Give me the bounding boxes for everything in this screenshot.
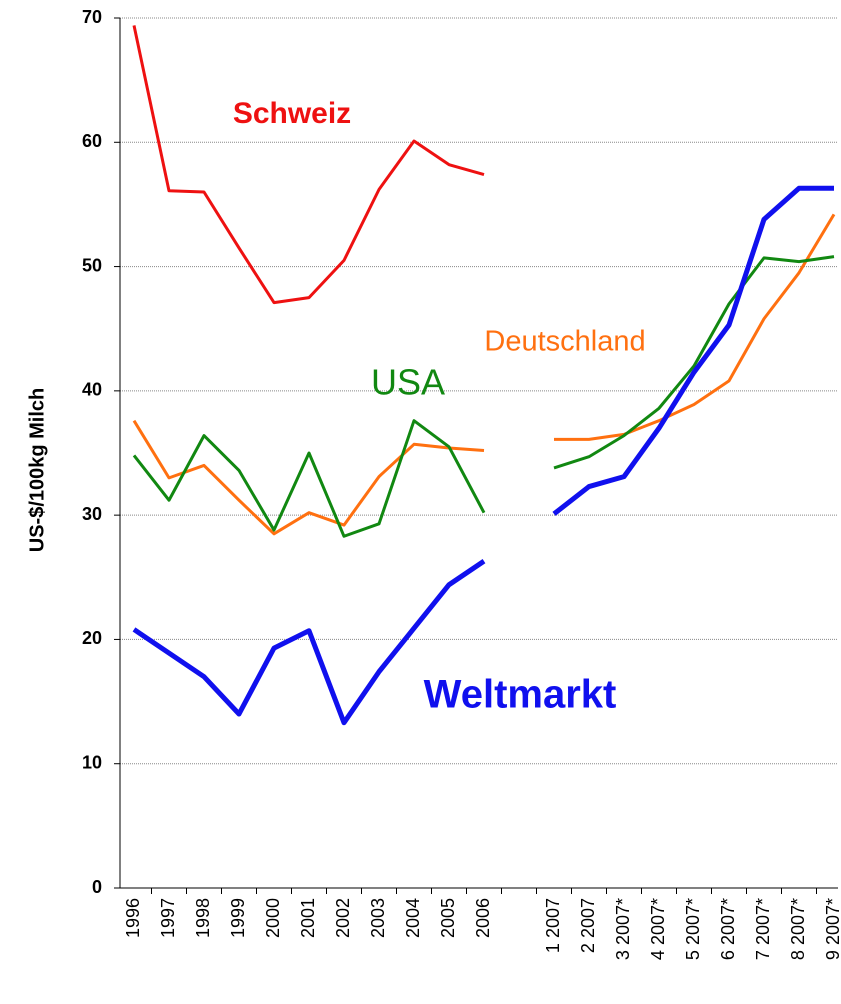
series-label: USA: [371, 362, 445, 403]
x-tick-label: 9 2007*: [823, 898, 841, 960]
y-tick-label: 20: [82, 628, 102, 648]
y-axis-label: US-$/100kg Milch: [26, 388, 48, 553]
y-tick-label: 40: [82, 380, 102, 400]
y-tick-label: 0: [92, 877, 102, 897]
x-tick-label: 2005: [438, 898, 458, 938]
x-tick-label: 2001: [298, 898, 318, 938]
x-tick-label: 2006: [473, 898, 493, 938]
x-tick-label: 1996: [123, 898, 143, 938]
x-tick-label: 2002: [333, 898, 353, 938]
series-label: Schweiz: [233, 97, 351, 130]
x-tick-label: 6 2007*: [718, 898, 738, 960]
line-1: [132, 213, 836, 536]
line-3: [132, 185, 834, 726]
x-tick-label: 1999: [228, 898, 248, 938]
series-label: Weltmarkt: [424, 673, 617, 717]
y-tick-label: 50: [82, 255, 102, 275]
y-tick-label: 70: [82, 7, 102, 27]
y-tick-label: 10: [82, 752, 102, 772]
x-tick-label: 5 2007*: [683, 898, 703, 960]
y-tick-label: 30: [82, 504, 102, 524]
x-tick-label: 1998: [193, 898, 213, 938]
x-tick-label: 2000: [263, 898, 283, 938]
x-tick-label: 3 2007*: [613, 898, 633, 960]
x-tick-label: 7 2007*: [753, 898, 773, 960]
line-0: [132, 25, 485, 305]
line-2: [132, 255, 835, 538]
series-label: Deutschland: [484, 326, 645, 358]
x-tick-label: 2003: [368, 898, 388, 938]
x-tick-label: 4 2007*: [648, 898, 668, 960]
x-tick-label: 1997: [158, 898, 178, 938]
x-tick-label: 1 2007: [543, 898, 563, 953]
x-tick-label: 2 2007: [578, 898, 598, 953]
x-tick-label: 2004: [403, 898, 423, 938]
y-tick-label: 60: [82, 131, 102, 151]
x-tick-label: 8 2007*: [788, 898, 808, 960]
